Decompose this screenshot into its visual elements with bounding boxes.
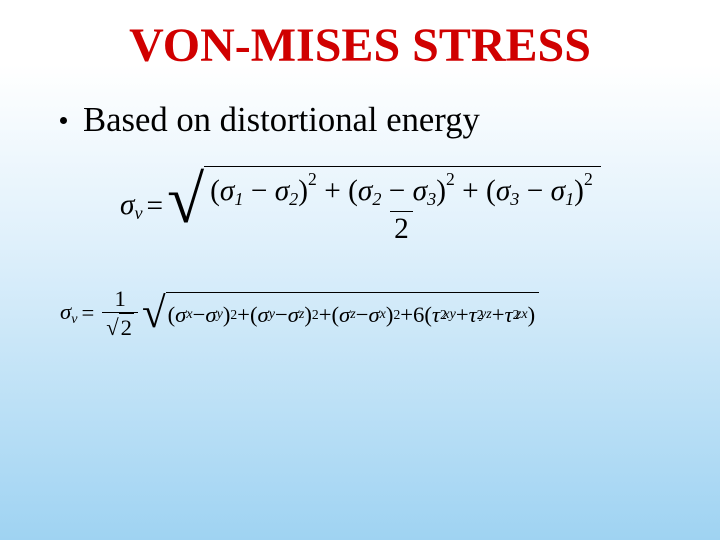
- f2-sigma: σ: [60, 299, 71, 324]
- slide-title: VON-MISES STRESS: [0, 0, 720, 73]
- f1-sqrt-body: (σ1 − σ2)2 + (σ2 − σ3)2 + (σ3 − σ1)2: [204, 166, 601, 247]
- pw: 2: [393, 307, 400, 323]
- s: σ: [288, 302, 299, 328]
- rp: ): [223, 302, 231, 328]
- minus: −: [251, 175, 268, 207]
- f1-numerator: (σ1 − σ2)2 + (σ2 − σ3)2 + (σ3 − σ1)2: [206, 169, 597, 211]
- f1-sqrt: √ (σ1 − σ2)2 + (σ2 − σ3)2 + (σ3: [167, 166, 601, 247]
- s: σ: [413, 175, 427, 207]
- plus: +: [492, 302, 505, 328]
- s: σ: [258, 302, 269, 328]
- rp: ): [574, 175, 584, 207]
- plus: +: [400, 302, 413, 328]
- six: 6: [413, 302, 424, 328]
- plus: +: [237, 302, 250, 328]
- minus: −: [275, 302, 288, 328]
- tau: τ: [504, 302, 512, 328]
- f2-eq: =: [77, 300, 98, 326]
- tau: τ: [432, 302, 440, 328]
- f2-sqrt-body: (σx − σy)2 + (σy − σz)2 + (σz − σx)2 + 6…: [166, 292, 540, 335]
- i: xy: [443, 306, 455, 323]
- minus: −: [389, 175, 406, 207]
- rp: ): [386, 302, 394, 328]
- rp: ): [304, 302, 312, 328]
- lp: (: [210, 175, 220, 207]
- i: zx: [516, 306, 528, 323]
- f1-denominator: 2: [390, 211, 413, 247]
- rp: ): [528, 302, 536, 328]
- s: σ: [368, 302, 379, 328]
- s: σ: [551, 175, 565, 207]
- slide: VON-MISES STRESS Based on distortional e…: [0, 0, 720, 540]
- f1-sub-v: v: [134, 203, 142, 223]
- bullet-text: Based on distortional energy: [83, 101, 480, 140]
- minus: −: [356, 302, 369, 328]
- plus: +: [456, 302, 469, 328]
- f1-frac: (σ1 − σ2)2 + (σ2 − σ3)2 + (σ3 − σ1)2: [206, 169, 597, 247]
- minus: −: [193, 302, 206, 328]
- plus: +: [462, 175, 479, 207]
- pw: 2: [446, 169, 455, 189]
- sqrt-icon: √: [106, 314, 118, 341]
- s: σ: [275, 175, 289, 207]
- bullet-row: Based on distortional energy: [60, 101, 720, 140]
- f2-coef: 1 √2: [102, 285, 138, 341]
- formula-principal: σv = √ (σ1 − σ2)2 + (σ2 − σ3)2: [120, 166, 720, 247]
- lp: (: [348, 175, 358, 207]
- f1-sigma: σ: [120, 189, 134, 221]
- s: σ: [358, 175, 372, 207]
- i: yz: [480, 306, 492, 323]
- f2-sqrt: √ (σx − σy)2 + (σy − σz)2 + (σz − σx)2 +…: [142, 292, 539, 335]
- tau: τ: [469, 302, 477, 328]
- i: 1: [565, 189, 574, 209]
- i: 2: [372, 189, 381, 209]
- s: σ: [205, 302, 216, 328]
- f2-coef-den: √2: [102, 312, 138, 341]
- i: 3: [510, 189, 519, 209]
- lp: (: [332, 302, 340, 328]
- i: 2: [289, 189, 298, 209]
- i: 3: [427, 189, 436, 209]
- pw: 2: [230, 307, 237, 323]
- rp: ): [436, 175, 446, 207]
- s: σ: [339, 302, 350, 328]
- sqrt-icon: √: [142, 292, 166, 335]
- f2-lhs: σv: [60, 299, 77, 328]
- s: σ: [496, 175, 510, 207]
- f2-coef-num: 1: [110, 285, 129, 312]
- lp: (: [486, 175, 496, 207]
- plus: +: [319, 302, 332, 328]
- minus: −: [527, 175, 544, 207]
- formula-area: σv = √ (σ1 − σ2)2 + (σ2 − σ3)2: [0, 166, 720, 341]
- lp: (: [168, 302, 176, 328]
- i: 1: [234, 189, 243, 209]
- plus: +: [324, 175, 341, 207]
- s: σ: [220, 175, 234, 207]
- pw: 2: [584, 169, 593, 189]
- sqrt-icon: √: [167, 166, 204, 247]
- lp: (: [250, 302, 258, 328]
- pw: 2: [312, 307, 319, 323]
- formula-cartesian: σv = 1 √2 √ (σx − σy)2 + (σy − σz)2: [60, 285, 720, 341]
- s: σ: [175, 302, 186, 328]
- f1-lhs: σv: [120, 189, 143, 224]
- bullet-dot-icon: [60, 117, 67, 124]
- rp: ): [298, 175, 308, 207]
- f2-coef-den-val: 2: [119, 313, 134, 341]
- lp: (: [424, 302, 432, 328]
- pw: 2: [308, 169, 317, 189]
- f1-eq: =: [143, 190, 168, 223]
